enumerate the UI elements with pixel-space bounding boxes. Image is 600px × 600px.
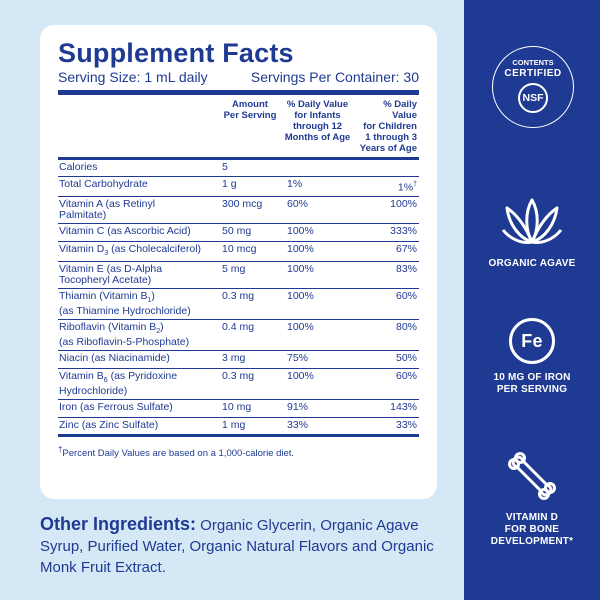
serving-info: Serving Size: 1 mL daily Servings Per Co…: [58, 68, 419, 95]
nutrient-name: Vitamin C (as Ascorbic Acid): [58, 222, 221, 241]
nutrient-amount: 300 mcg: [221, 195, 279, 223]
nutrient-name: Zinc (as Zinc Sulfate): [58, 416, 221, 437]
iron-label: 10 MG OF IRON PER SERVING: [493, 372, 571, 395]
facts-row: Zinc (as Zinc Sulfate) 1 mg 33% 33%: [58, 416, 419, 437]
dv-children: 50%: [356, 349, 419, 369]
facts-row: Calories 5: [58, 157, 419, 177]
nutrient-amount: 5: [221, 157, 279, 177]
agave-plant-icon: [501, 198, 563, 244]
nutrient-name: Riboflavin (Vitamin B2) (as Riboflavin-5…: [58, 318, 221, 351]
dv-children-header: % Daily Value for Children 1 through 3 Y…: [359, 99, 417, 154]
dv-infants: 75%: [279, 349, 356, 369]
facts-title: Supplement Facts: [58, 38, 294, 68]
other-ingredients-text: Organic Glycerin, Organic Agave Syrup, P…: [40, 517, 434, 576]
nutrient-name: Vitamin A (as Retinyl Palmitate): [58, 195, 221, 223]
dv-infants: 1%: [279, 176, 356, 196]
facts-row: Riboflavin (Vitamin B2) (as Riboflavin-5…: [58, 318, 419, 351]
nutrient-amount: 1 g: [221, 176, 279, 196]
dv-children: 60%: [356, 367, 419, 400]
dv-children: 60%: [356, 287, 419, 320]
facts-row: Vitamin D3 (as Cholecalciferol) 10 mcg 100…: [58, 240, 419, 262]
nutrient-amount: 0.3 mg: [221, 287, 279, 320]
nutrient-amount: 0.4 mg: [221, 318, 279, 351]
dv-infants-header: % Daily Value for Infants through 12 Mon…: [284, 99, 351, 143]
facts-row: Iron (as Ferrous Sulfate) 10 mg 91% 143%: [58, 398, 419, 418]
facts-row: Thiamin (Vitamin B1) (as Thiamine Hydroc…: [58, 287, 419, 320]
facts-row: Total Carbohydrate 1 g 1% 1%†: [58, 176, 419, 196]
bone-icon: [508, 452, 556, 500]
facts-row: Vitamin E (as D-Alpha Tocopheryl Acetate…: [58, 260, 419, 289]
dv-children: 80%: [356, 318, 419, 351]
nutrient-name: Iron (as Ferrous Sulfate): [58, 398, 221, 418]
facts-row: Vitamin C (as Ascorbic Acid) 50 mg 100% 333…: [58, 222, 419, 241]
vitamin-d-label: VITAMIN D FOR BONE DEVELOPMENT*: [490, 512, 574, 547]
dv-infants: 33%: [279, 416, 356, 437]
dv-infants: 100%: [279, 222, 356, 241]
dv-infants: 100%: [279, 367, 356, 400]
dv-infants: 100%: [279, 240, 356, 262]
facts-row: Vitamin A (as Retinyl Palmitate) 300 mcg 6…: [58, 195, 419, 223]
footnote: †Percent Daily Values are based on a 1,0…: [58, 445, 419, 459]
nutrient-name: Niacin (as Niacinamide): [58, 349, 221, 369]
nsf-certified-badge-icon: CONTENTS CERTIFIED NSF: [492, 46, 574, 128]
dv-children: 333%: [356, 222, 419, 241]
facts-table: Amount Per Serving % Daily Value for Inf…: [58, 95, 419, 437]
nutrient-name: Total Carbohydrate: [58, 176, 221, 196]
dv-children: 67%: [356, 240, 419, 262]
iron-feature: Fe 10 MG OF IRON PER SERVING: [464, 318, 600, 396]
other-ingredients: Other Ingredients: Organic Glycerin, Org…: [40, 514, 440, 578]
badge-line-contents: CONTENTS: [512, 58, 554, 67]
nutrient-name: Thiamin (Vitamin B1) (as Thiamine Hydroc…: [58, 287, 221, 320]
dv-infants: 100%: [279, 318, 356, 351]
nutrient-amount: 10 mcg: [221, 240, 279, 262]
amount-header: Amount Per Serving: [223, 99, 277, 121]
dv-children: 100%: [356, 195, 419, 223]
footnote-dagger: †: [58, 444, 63, 454]
dv-children: 143%: [356, 398, 419, 418]
dv-children: 33%: [356, 416, 419, 437]
facts-row: Vitamin B6 (as Pyridoxine Hydrochloride)…: [58, 367, 419, 400]
serving-size: Serving Size: 1 mL daily: [58, 69, 208, 85]
nsf-logo: NSF: [518, 83, 548, 113]
nutrient-name: Vitamin E (as D-Alpha Tocopheryl Acetate…: [58, 260, 221, 289]
footnote-text: Percent Daily Values are based on a 1,00…: [62, 448, 295, 460]
supplement-facts-panel: Supplement Facts Serving Size: 1 mL dail…: [40, 25, 437, 499]
nutrient-amount: 5 mg: [221, 260, 279, 289]
dv-children: 1%†: [356, 176, 419, 196]
dv-infants: [279, 157, 356, 177]
organic-agave-feature: ORGANIC AGAVE: [464, 196, 600, 270]
feature-panel: CONTENTS CERTIFIED NSF ORGANIC AGAVE Fe …: [464, 0, 600, 600]
dv-infants: 100%: [279, 287, 356, 320]
facts-row: Niacin (as Niacinamide) 3 mg 75% 50%: [58, 349, 419, 369]
dv-children: [356, 157, 419, 177]
dv-infants: 100%: [279, 260, 356, 289]
dv-infants: 60%: [279, 195, 356, 223]
nutrient-header: [58, 95, 221, 159]
dv-children: 83%: [356, 260, 419, 289]
iron-fe-icon: Fe: [509, 318, 555, 364]
dv-infants: 91%: [279, 398, 356, 418]
servings-per-container: Servings Per Container: 30: [250, 69, 419, 85]
badge-line-certified: CERTIFIED: [504, 68, 562, 79]
nutrient-name: Vitamin B6 (as Pyridoxine Hydrochloride): [58, 367, 221, 400]
nutrient-amount: 0.3 mg: [221, 367, 279, 400]
organic-agave-label: ORGANIC AGAVE: [488, 258, 576, 269]
nutrient-name: Calories: [58, 157, 221, 177]
other-ingredients-heading: Other Ingredients:: [40, 514, 197, 534]
nutrient-amount: 3 mg: [221, 349, 279, 369]
nutrient-amount: 1 mg: [221, 416, 279, 437]
nutrient-amount: 10 mg: [221, 398, 279, 418]
nutrient-amount: 50 mg: [221, 222, 279, 241]
vitamin-d-feature: VITAMIN D FOR BONE DEVELOPMENT*: [464, 452, 600, 548]
nutrient-name: Vitamin D3 (as Cholecalciferol): [58, 240, 221, 262]
